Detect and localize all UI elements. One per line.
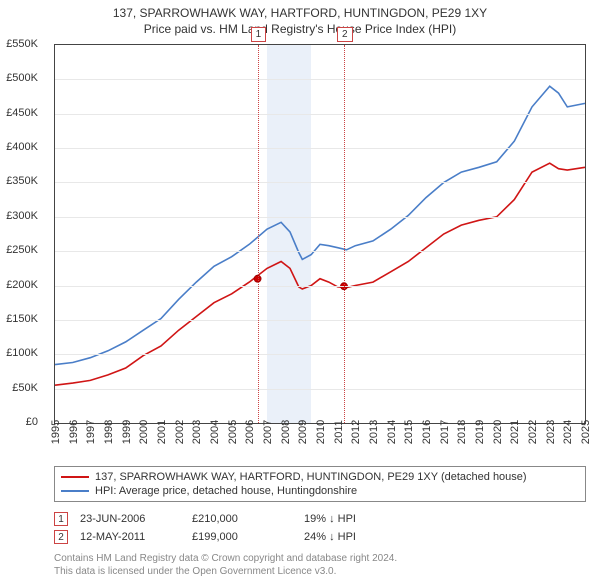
sale-marker-line xyxy=(258,45,259,423)
y-tick-label: £0 xyxy=(26,416,38,428)
x-tick-label: 2021 xyxy=(509,420,521,444)
chart-title: 137, SPARROWHAWK WAY, HARTFORD, HUNTINGD… xyxy=(4,6,596,20)
series-property xyxy=(55,163,585,385)
footer-text: Contains HM Land Registry data © Crown c… xyxy=(54,552,586,578)
gridline-h xyxy=(55,251,585,252)
gridline-h xyxy=(55,286,585,287)
x-tick-label: 2022 xyxy=(527,420,539,444)
x-tick-label: 2004 xyxy=(209,420,221,444)
x-tick-label: 2025 xyxy=(580,420,592,444)
y-tick-label: £400K xyxy=(6,141,38,153)
legend-row: HPI: Average price, detached house, Hunt… xyxy=(61,484,579,498)
chart-subtitle: Price paid vs. HM Land Registry's House … xyxy=(4,22,596,36)
x-tick-label: 2011 xyxy=(333,420,345,444)
x-tick-label: 2019 xyxy=(474,420,486,444)
x-tick-label: 2015 xyxy=(403,420,415,444)
legend-label: HPI: Average price, detached house, Hunt… xyxy=(95,485,357,497)
x-tick-label: 2003 xyxy=(191,420,203,444)
x-tick-label: 2017 xyxy=(439,420,451,444)
y-tick-label: £150K xyxy=(6,313,38,325)
sale-row: 1 23-JUN-2006 £210,000 19% ↓ HPI xyxy=(54,510,586,528)
gridline-h xyxy=(55,217,585,218)
legend: 137, SPARROWHAWK WAY, HARTFORD, HUNTINGD… xyxy=(54,466,586,502)
footer-line-1: Contains HM Land Registry data © Crown c… xyxy=(54,552,586,565)
chart-container: 137, SPARROWHAWK WAY, HARTFORD, HUNTINGD… xyxy=(0,0,600,560)
x-tick-label: 2009 xyxy=(297,420,309,444)
x-tick-label: 1998 xyxy=(103,420,115,444)
x-tick-label: 2020 xyxy=(492,420,504,444)
legend-swatch xyxy=(61,476,89,478)
series-hpi xyxy=(55,86,585,364)
y-tick-label: £450K xyxy=(6,107,38,119)
gridline-h xyxy=(55,182,585,183)
x-tick-label: 2012 xyxy=(350,420,362,444)
sale-marker-label: 2 xyxy=(337,27,353,42)
gridline-h xyxy=(55,79,585,80)
sale-date: 23-JUN-2006 xyxy=(80,513,180,525)
y-tick-label: £100K xyxy=(6,347,38,359)
x-tick-label: 2005 xyxy=(227,420,239,444)
x-tick-label: 2001 xyxy=(156,420,168,444)
sale-diff: 19% ↓ HPI xyxy=(304,513,404,525)
y-tick-label: £250K xyxy=(6,244,38,256)
legend-row: 137, SPARROWHAWK WAY, HARTFORD, HUNTINGD… xyxy=(61,470,579,484)
sale-row: 2 12-MAY-2011 £199,000 24% ↓ HPI xyxy=(54,528,586,546)
x-tick-label: 2010 xyxy=(315,420,327,444)
x-tick-label: 2016 xyxy=(421,420,433,444)
y-tick-label: £300K xyxy=(6,210,38,222)
y-axis: £0£50K£100K£150K£200K£250K£300K£350K£400… xyxy=(0,44,46,424)
sale-price: £210,000 xyxy=(192,513,292,525)
gridline-h xyxy=(55,320,585,321)
x-tick-label: 2014 xyxy=(386,420,398,444)
x-tick-label: 2007 xyxy=(262,420,274,444)
sale-number-box: 2 xyxy=(54,530,68,544)
legend-label: 137, SPARROWHAWK WAY, HARTFORD, HUNTINGD… xyxy=(95,471,527,483)
x-tick-label: 2008 xyxy=(280,420,292,444)
x-tick-label: 1996 xyxy=(68,420,80,444)
sale-marker-line xyxy=(344,45,345,423)
y-tick-label: £550K xyxy=(6,38,38,50)
gridline-h xyxy=(55,114,585,115)
sale-table: 1 23-JUN-2006 £210,000 19% ↓ HPI 2 12-MAY-201… xyxy=(54,510,586,546)
y-tick-label: £200K xyxy=(6,279,38,291)
x-tick-label: 2006 xyxy=(244,420,256,444)
x-tick-label: 2023 xyxy=(545,420,557,444)
x-tick-label: 1997 xyxy=(85,420,97,444)
x-tick-label: 1999 xyxy=(121,420,133,444)
x-tick-label: 2000 xyxy=(138,420,150,444)
sale-number-box: 1 xyxy=(54,512,68,526)
x-axis: 1995199619971998199920002001200220032004… xyxy=(50,426,590,466)
gridline-h xyxy=(55,354,585,355)
y-tick-label: £500K xyxy=(6,72,38,84)
sale-diff: 24% ↓ HPI xyxy=(304,531,404,543)
legend-swatch xyxy=(61,490,89,492)
x-tick-label: 2018 xyxy=(456,420,468,444)
footer-line-2: This data is licensed under the Open Gov… xyxy=(54,565,586,578)
sale-marker-label: 1 xyxy=(251,27,267,42)
gridline-h xyxy=(55,389,585,390)
y-tick-label: £350K xyxy=(6,175,38,187)
x-tick-label: 1995 xyxy=(50,420,62,444)
plot-area: 12 xyxy=(54,44,586,424)
sale-date: 12-MAY-2011 xyxy=(80,531,180,543)
gridline-h xyxy=(55,148,585,149)
x-tick-label: 2024 xyxy=(562,420,574,444)
y-tick-label: £50K xyxy=(12,382,38,394)
x-tick-label: 2002 xyxy=(174,420,186,444)
x-tick-label: 2013 xyxy=(368,420,380,444)
chart-svg xyxy=(55,45,585,423)
sale-price: £199,000 xyxy=(192,531,292,543)
